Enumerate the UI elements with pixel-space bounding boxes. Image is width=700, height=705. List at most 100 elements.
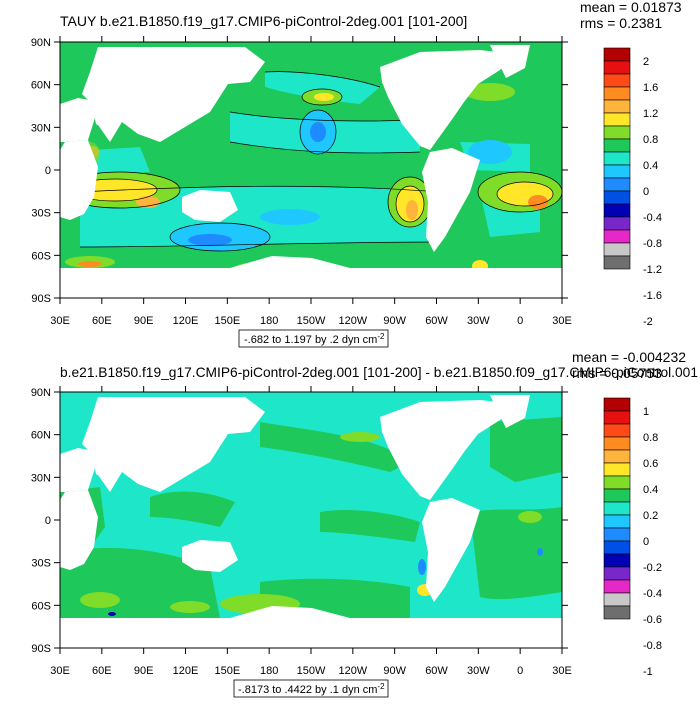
colorbar-label: -1.2 [643, 264, 662, 276]
lat-tick-label: 60N [31, 430, 51, 442]
colorbar-label: -0.6 [643, 614, 662, 626]
colorbar-label: 2 [643, 56, 649, 68]
lat-tick-label: 90N [31, 387, 51, 399]
panel-1: TAUY b.e21.B1850.f19_g17.CMIP6-piControl… [31, 0, 682, 348]
panel-2-info: -.8173 to .4422 by .1 dyn cm-2 [238, 682, 385, 696]
panel-1-lon-axis: 30E 60E 90E 120E 150E 180 150W 120W 90W 60W 30W 0 30… [50, 36, 572, 327]
panel-1-info-box [238, 329, 389, 348]
colorbar-swatch [603, 112, 631, 127]
colorbar-swatch [603, 605, 631, 620]
lon-tick-label: 60W [425, 315, 448, 327]
panel-1-rms: rms = 0.2381 [580, 15, 662, 31]
lat-tick-label: 60N [31, 80, 51, 92]
colorbar-swatch [603, 527, 631, 542]
lon-tick-label: 180 [260, 665, 278, 677]
lat-tick-label: 30N [31, 122, 51, 134]
colorbar-swatch [603, 566, 631, 581]
colorbar-swatch [603, 73, 631, 88]
lat-tick-label: 90S [31, 293, 51, 305]
colorbar-label: 1 [643, 406, 649, 418]
panel-2-colorbar: 1 0.8 0.6 0.4 0.2 0 -0.2 -0.4 -0.6 -0.8 -1 [603, 397, 662, 678]
colorbar-swatch [603, 151, 631, 166]
lon-tick-label: 30E [552, 665, 572, 677]
lon-tick-label: 150W [297, 665, 326, 677]
colorbar-label: 0.4 [643, 484, 658, 496]
colorbar-swatch [603, 242, 631, 257]
colorbar-label: 0.8 [643, 134, 658, 146]
lon-tick-label: 30W [467, 315, 490, 327]
lon-tick-label: 120W [338, 315, 367, 327]
lon-tick-label: 0 [517, 665, 523, 677]
colorbar-label: 0.4 [643, 160, 658, 172]
colorbar-swatch [603, 488, 631, 503]
colorbar-swatch [603, 553, 631, 568]
colorbar-label: 1.6 [643, 82, 658, 94]
colorbar-swatch [603, 229, 631, 244]
lon-tick-label: 30E [552, 315, 572, 327]
panel-1-map [60, 42, 562, 298]
lat-tick-label: 90S [31, 643, 51, 655]
panel-1-info: -.682 to 1.197 by .2 dyn cm-2 [244, 332, 385, 346]
colorbar-label: -0.4 [643, 212, 662, 224]
panel-1-lat-axis: 90N 60N 30N 0 30S 60S 90S [31, 37, 568, 305]
lon-tick-label: 150E [214, 315, 240, 327]
colorbar-swatch [603, 138, 631, 153]
lon-tick-label: 0 [517, 315, 523, 327]
colorbar-swatch [603, 579, 631, 594]
lon-tick-label: 60E [92, 315, 112, 327]
lon-tick-label: 90W [383, 665, 406, 677]
colorbar-label: 1.2 [643, 108, 658, 120]
lat-tick-label: 30S [31, 558, 51, 570]
colorbar-label: 0.8 [643, 432, 658, 444]
colorbar-label: -1.6 [643, 290, 662, 302]
lon-tick-label: 60W [425, 665, 448, 677]
colorbar-swatch [603, 436, 631, 451]
colorbar-label: -0.2 [643, 562, 662, 574]
colorbar-label: 0 [643, 536, 649, 548]
panel-1-mean: mean = 0.01873 [580, 0, 682, 15]
colorbar-swatch [603, 397, 631, 412]
colorbar-swatch [603, 203, 631, 218]
panel-2: b.e21.B1850.f19_g17.CMIP6-piControl-2deg… [31, 349, 698, 698]
lon-tick-label: 90E [134, 665, 154, 677]
colorbar-swatch [603, 99, 631, 114]
panel-2-title: b.e21.B1850.f19_g17.CMIP6-piControl-2deg… [60, 364, 698, 380]
colorbar-label: -1 [643, 666, 653, 678]
lat-tick-label: 90N [31, 37, 51, 49]
lon-tick-label: 150W [297, 315, 326, 327]
colorbar-label: -0.4 [643, 588, 662, 600]
panel-2-map [60, 392, 562, 648]
colorbar-label: 0.6 [643, 458, 658, 470]
colorbar-swatch [603, 125, 631, 140]
lon-tick-label: 30E [50, 665, 70, 677]
colorbar-swatch [603, 501, 631, 516]
colorbar-swatch [603, 255, 631, 270]
colorbar-swatch [603, 514, 631, 529]
colorbar-swatch [603, 475, 631, 490]
lon-tick-label: 90E [134, 315, 154, 327]
colorbar-label: 0.2 [643, 510, 658, 522]
colorbar-swatch [603, 592, 631, 607]
panel-1-title: TAUY b.e21.B1850.f19_g17.CMIP6-piControl… [60, 13, 467, 29]
panel-2-mean: mean = -0.004232 [572, 349, 686, 365]
lat-tick-label: 30S [31, 208, 51, 220]
colorbar-swatch [603, 423, 631, 438]
lon-tick-label: 120W [338, 665, 367, 677]
panel-2-rms: rms = 0.05753 [572, 365, 662, 381]
colorbar-swatch [603, 164, 631, 179]
lon-tick-label: 180 [260, 315, 278, 327]
colorbar-swatch [603, 47, 631, 62]
lon-tick-label: 120E [173, 315, 199, 327]
colorbar-swatch [603, 216, 631, 231]
lat-tick-label: 0 [45, 165, 51, 177]
colorbar-swatch [603, 449, 631, 464]
panel-2-info-box [233, 679, 389, 698]
panel-2-lon-axis: 30E 60E 90E 120E 150E 180 150W 120W 90W 60W 30W 0 30… [50, 386, 572, 677]
lon-tick-label: 30W [467, 665, 490, 677]
colorbar-swatch [603, 462, 631, 477]
colorbar-label: -2 [643, 316, 653, 328]
lat-tick-label: 0 [45, 515, 51, 527]
colorbar-swatch [603, 177, 631, 192]
colorbar-label: -0.8 [643, 238, 662, 250]
panel-2-lat-axis: 90N 60N 30N 0 30S 60S 90S [31, 387, 568, 655]
